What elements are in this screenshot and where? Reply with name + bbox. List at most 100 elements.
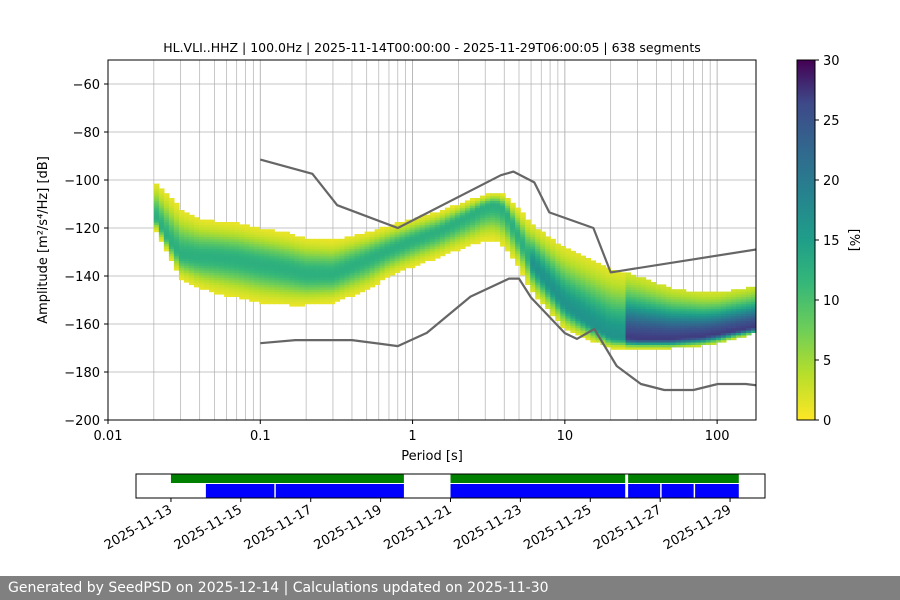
- heatmap-cell: [474, 205, 481, 209]
- heatmap-cell: [379, 243, 386, 247]
- heatmap-cell: [304, 301, 310, 305]
- heatmap-cell: [239, 255, 245, 259]
- heatmap-cell: [259, 301, 265, 305]
- heatmap-cell: [665, 322, 672, 326]
- heatmap-cell: [178, 246, 185, 249]
- heatmap-cell: [520, 229, 526, 233]
- heatmap-cell: [510, 202, 516, 206]
- heatmap-cell: [449, 231, 456, 235]
- heatmap-cell: [710, 315, 717, 319]
- heatmap-cell: [570, 320, 576, 324]
- heatmap-cell: [590, 272, 597, 276]
- heatmap-cell: [660, 306, 667, 309]
- heatmap-cell: [555, 243, 561, 247]
- heatmap-cell: [168, 234, 175, 237]
- heatmap-cell: [530, 238, 536, 242]
- heatmap-cell: [349, 236, 356, 240]
- heatmap-cell: [234, 277, 240, 281]
- heatmap-cell: [224, 294, 230, 297]
- heatmap-cell: [570, 298, 576, 302]
- heatmap-cell: [650, 320, 657, 324]
- heatmap-cell: [314, 294, 321, 297]
- heatmap-cell: [469, 207, 476, 211]
- heatmap-cell: [153, 188, 160, 192]
- heatmap-cell: [695, 337, 702, 341]
- heatmap-cell: [299, 262, 305, 266]
- heatmap-cell: [605, 303, 612, 307]
- heatmap-cell: [314, 282, 321, 285]
- heatmap-cell: [590, 320, 597, 324]
- heatmap-cell: [730, 322, 737, 326]
- heatmap-cell: [309, 248, 316, 252]
- heatmap-cell: [364, 258, 371, 261]
- heatmap-cell: [625, 327, 632, 331]
- heatmap-cell: [720, 327, 727, 331]
- heatmap-cell: [224, 236, 230, 240]
- heatmap-cell: [173, 238, 180, 242]
- heatmap-cell: [535, 238, 541, 242]
- heatmap-cell: [715, 313, 722, 317]
- heatmap-cell: [424, 234, 431, 237]
- heatmap-cell: [324, 243, 331, 247]
- heatmap-cell: [204, 226, 210, 230]
- heatmap-cell: [404, 253, 411, 257]
- heatmap-cell: [434, 224, 441, 228]
- heatmap-cell: [620, 315, 627, 319]
- heatmap-cell: [560, 315, 566, 319]
- heatmap-cell: [389, 229, 396, 233]
- heatmap-cell: [409, 262, 416, 266]
- heatmap-cell: [209, 238, 215, 242]
- heatmap-cell: [329, 279, 336, 283]
- heatmap-cell: [500, 210, 506, 213]
- heatmap-cell: [254, 229, 260, 233]
- heatmap-cell: [585, 294, 592, 297]
- heatmap-cell: [615, 310, 622, 314]
- heatmap-cell: [605, 344, 612, 348]
- heatmap-cell: [500, 236, 506, 240]
- heatmap-cell: [690, 291, 697, 295]
- heatmap-cell: [284, 296, 290, 300]
- heatmap-cell: [209, 277, 215, 281]
- heatmap-cell: [269, 238, 275, 242]
- heatmap-cell: [264, 246, 270, 249]
- heatmap-cell: [409, 229, 416, 233]
- heatmap-cell: [364, 279, 371, 283]
- heatmap-cell: [580, 308, 586, 312]
- heatmap-cell: [329, 277, 336, 281]
- heatmap-cell: [294, 303, 300, 307]
- heatmap-cell: [585, 334, 592, 338]
- heatmap-cell: [163, 193, 170, 197]
- heatmap-cell: [500, 195, 506, 199]
- heatmap-cell: [188, 282, 195, 285]
- heatmap-cell: [309, 250, 316, 254]
- heatmap-cell: [615, 274, 622, 278]
- heatmap-cell: [434, 243, 441, 247]
- heatmap-cell: [239, 274, 245, 278]
- heatmap-cell: [555, 308, 561, 312]
- heatmap-cell: [655, 334, 662, 338]
- heatmap-cell: [374, 255, 381, 259]
- heatmap-cell: [274, 286, 280, 290]
- heatmap-cell: [439, 217, 446, 221]
- heatmap-cell: [389, 265, 396, 269]
- heatmap-cell: [244, 255, 250, 259]
- heatmap-cell: [319, 267, 326, 271]
- heatmap-cell: [259, 246, 265, 249]
- heatmap-cell: [750, 289, 756, 293]
- heatmap-cell: [745, 303, 752, 307]
- heatmap-cell: [480, 198, 486, 201]
- heatmap-cell: [449, 226, 456, 230]
- heatmap-cell: [740, 318, 747, 321]
- heatmap-cell: [209, 241, 215, 245]
- heatmap-cell: [620, 282, 627, 285]
- heatmap-cell: [735, 322, 742, 326]
- heatmap-cell: [610, 306, 617, 309]
- heatmap-cell: [650, 330, 657, 333]
- heatmap-cell: [354, 291, 361, 295]
- heatmap-cell: [229, 238, 235, 242]
- heatmap-cell: [685, 320, 692, 324]
- heatmap-cell: [700, 301, 707, 305]
- heatmap-cell: [540, 286, 546, 290]
- heatmap-cell: [339, 258, 346, 261]
